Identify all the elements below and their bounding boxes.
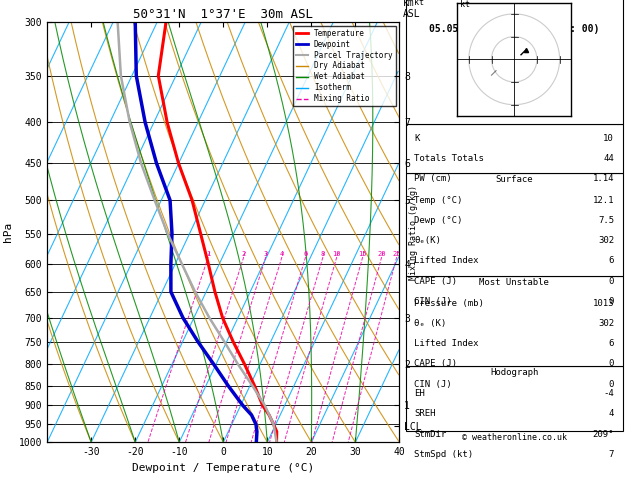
Text: 7.5: 7.5	[598, 216, 614, 225]
Text: 0: 0	[609, 297, 614, 306]
Text: Pressure (mb): Pressure (mb)	[415, 299, 484, 308]
Text: Surface: Surface	[496, 175, 533, 184]
Text: 1.14: 1.14	[593, 174, 614, 183]
Title: 50°31'N  1°37'E  30m ASL: 50°31'N 1°37'E 30m ASL	[133, 8, 313, 21]
Text: 2: 2	[242, 251, 246, 257]
Text: StmDir: StmDir	[415, 430, 447, 439]
Text: Lifted Index: Lifted Index	[415, 257, 479, 265]
Text: 12.1: 12.1	[593, 196, 614, 205]
Text: 1013: 1013	[593, 299, 614, 308]
Bar	[406, 276, 623, 366]
Text: 4: 4	[280, 251, 284, 257]
Text: 209°: 209°	[593, 430, 614, 439]
Text: Hodograph: Hodograph	[490, 368, 538, 377]
Text: 302: 302	[598, 236, 614, 245]
Text: 302: 302	[598, 319, 614, 328]
Text: Most Unstable: Most Unstable	[479, 278, 549, 287]
Y-axis label: hPa: hPa	[3, 222, 13, 242]
Bar	[406, 366, 623, 432]
Text: PW (cm): PW (cm)	[415, 174, 452, 183]
Text: Mixing Ratio (g/kg): Mixing Ratio (g/kg)	[409, 185, 418, 279]
Text: 8: 8	[321, 251, 325, 257]
Legend: Temperature, Dewpoint, Parcel Trajectory, Dry Adiabat, Wet Adiabat, Isotherm, Mi: Temperature, Dewpoint, Parcel Trajectory…	[293, 26, 396, 106]
Text: Totals Totals: Totals Totals	[415, 154, 484, 163]
Bar	[406, 173, 623, 276]
Text: kt: kt	[460, 0, 470, 9]
Text: 10: 10	[333, 251, 341, 257]
Text: SREH: SREH	[415, 410, 436, 418]
Text: CAPE (J): CAPE (J)	[415, 277, 457, 286]
Text: Lifted Index: Lifted Index	[415, 339, 479, 348]
Text: 44: 44	[603, 154, 614, 163]
Text: CIN (J): CIN (J)	[415, 297, 452, 306]
Text: 25: 25	[392, 251, 401, 257]
Text: CAPE (J): CAPE (J)	[415, 360, 457, 368]
Text: CIN (J): CIN (J)	[415, 380, 452, 389]
Text: 20: 20	[377, 251, 386, 257]
Text: -4: -4	[603, 389, 614, 399]
Text: EH: EH	[415, 389, 425, 399]
Text: 0: 0	[609, 380, 614, 389]
Text: K: K	[415, 134, 420, 143]
Text: Temp (°C): Temp (°C)	[415, 196, 463, 205]
Text: 7: 7	[609, 450, 614, 459]
Text: 3: 3	[264, 251, 268, 257]
Text: © weatheronline.co.uk: © weatheronline.co.uk	[462, 434, 567, 442]
Text: 10: 10	[603, 134, 614, 143]
Bar	[406, 124, 623, 173]
Text: 6: 6	[609, 339, 614, 348]
Text: km
ASL: km ASL	[403, 0, 420, 19]
X-axis label: Dewpoint / Temperature (°C): Dewpoint / Temperature (°C)	[132, 463, 314, 473]
Text: 05.05.2024  12GMT  (Base: 00): 05.05.2024 12GMT (Base: 00)	[429, 24, 599, 34]
Text: θₑ(K): θₑ(K)	[415, 236, 442, 245]
Text: StmSpd (kt): StmSpd (kt)	[415, 450, 474, 459]
Text: 6: 6	[303, 251, 308, 257]
Text: 4: 4	[609, 410, 614, 418]
Text: 6: 6	[609, 257, 614, 265]
Text: θₑ (K): θₑ (K)	[415, 319, 447, 328]
Text: 15: 15	[359, 251, 367, 257]
Bar	[406, 0, 623, 124]
Text: 1: 1	[206, 251, 210, 257]
Text: kt: kt	[415, 0, 425, 7]
Text: 0: 0	[609, 277, 614, 286]
Text: 0: 0	[609, 360, 614, 368]
Text: Dewp (°C): Dewp (°C)	[415, 216, 463, 225]
